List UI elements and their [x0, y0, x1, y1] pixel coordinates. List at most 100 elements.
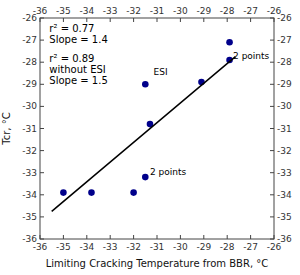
- y-tick-label: -29: [22, 79, 37, 89]
- y-tick-label-right: -33: [277, 168, 292, 178]
- annotation: 2 points: [150, 167, 187, 177]
- annotation: 2 points: [233, 51, 270, 61]
- x-tick: [133, 235, 134, 239]
- x-tick-label-top: -28: [220, 6, 235, 16]
- x-tick-label: -30: [173, 242, 188, 252]
- y-tick-label: -31: [22, 124, 37, 134]
- x-tick: [40, 235, 41, 239]
- y-tick-label: -32: [22, 146, 37, 156]
- y-tick-label: -30: [22, 101, 37, 111]
- annotation-line: without ESI: [49, 64, 105, 75]
- x-tick-label-top: -30: [173, 6, 188, 16]
- annotation-line: Slope = 1.4: [49, 34, 107, 45]
- scatter-point: [142, 81, 149, 88]
- x-tick-top: [227, 18, 228, 22]
- x-tick-label-top: -35: [56, 6, 71, 16]
- x-tick: [110, 235, 111, 239]
- y-tick-label-right: -28: [277, 57, 292, 67]
- x-tick-top: [133, 18, 134, 22]
- y-tick-right: [270, 40, 274, 41]
- scatter-point: [226, 39, 233, 46]
- y-tick-right: [270, 216, 274, 217]
- x-tick: [227, 235, 228, 239]
- x-tick-label-top: -29: [196, 6, 211, 16]
- y-tick-right: [270, 62, 274, 63]
- y-tick-label-right: -36: [277, 234, 292, 244]
- y-tick-right: [270, 150, 274, 151]
- y-tick-label-right: -34: [277, 190, 292, 200]
- y-tick-label: -33: [22, 168, 37, 178]
- y-tick: [40, 172, 44, 173]
- x-tick-label: -35: [56, 242, 71, 252]
- plot-frame: [40, 18, 274, 239]
- y-tick-label-right: -26: [277, 13, 292, 23]
- x-tick-top: [63, 18, 64, 22]
- x-tick-label-top: -34: [79, 6, 94, 16]
- scatter-point: [60, 189, 67, 196]
- annotation-line: r² = 0.89: [49, 53, 94, 64]
- y-tick-right: [270, 128, 274, 129]
- y-tick-label-right: -29: [277, 79, 292, 89]
- x-tick-label-top: -32: [126, 6, 141, 16]
- x-tick-top: [274, 18, 275, 22]
- x-axis-label: Limiting Cracking Temperature from BBR, …: [46, 258, 269, 269]
- y-axis-label: Tcr, °C: [1, 112, 12, 145]
- x-tick-top: [250, 18, 251, 22]
- y-tick-label: -28: [22, 57, 37, 67]
- x-tick-top: [40, 18, 41, 22]
- y-tick: [40, 18, 44, 19]
- x-tick-label-top: -27: [243, 6, 258, 16]
- x-tick-label-top: -31: [150, 6, 165, 16]
- y-tick: [40, 216, 44, 217]
- y-tick-label: -27: [22, 35, 37, 45]
- stats-annotation: r² = 0.89without ESISlope = 1.5: [49, 53, 107, 86]
- stats-annotation: r² = 0.77Slope = 1.4: [49, 23, 107, 45]
- scatter-point: [88, 189, 95, 196]
- annotation: ESI: [153, 67, 167, 77]
- annotation-line: Slope = 1.5: [49, 75, 107, 86]
- scatter-point: [142, 174, 149, 181]
- x-tick-label: -32: [126, 242, 141, 252]
- y-tick: [40, 194, 44, 195]
- x-tick-label-top: -33: [103, 6, 118, 16]
- x-tick-top: [157, 18, 158, 22]
- y-tick-right: [270, 84, 274, 85]
- y-tick-right: [270, 106, 274, 107]
- y-tick-right: [270, 239, 274, 240]
- y-tick-label-right: -27: [277, 35, 292, 45]
- x-tick-top: [110, 18, 111, 22]
- y-tick-label-right: -31: [277, 124, 292, 134]
- y-tick: [40, 84, 44, 85]
- y-tick: [40, 128, 44, 129]
- y-tick-label-right: -35: [277, 212, 292, 222]
- x-tick: [274, 235, 275, 239]
- x-tick-label: -28: [220, 242, 235, 252]
- y-tick-label: -36: [22, 234, 37, 244]
- x-tick-top: [86, 18, 87, 22]
- scatter-point: [130, 189, 137, 196]
- x-tick: [250, 235, 251, 239]
- x-tick: [63, 235, 64, 239]
- y-tick-label: -35: [22, 212, 37, 222]
- x-tick-label: -31: [150, 242, 165, 252]
- x-tick: [157, 235, 158, 239]
- x-tick-label: -29: [196, 242, 211, 252]
- y-tick-right: [270, 172, 274, 173]
- x-tick-top: [203, 18, 204, 22]
- y-tick: [40, 150, 44, 151]
- x-tick: [203, 235, 204, 239]
- y-tick-label-right: -32: [277, 146, 292, 156]
- x-tick-top: [180, 18, 181, 22]
- x-tick-label: -27: [243, 242, 258, 252]
- y-tick-right: [270, 194, 274, 195]
- x-tick: [86, 235, 87, 239]
- annotation-line: r² = 0.77: [49, 23, 94, 34]
- y-tick: [40, 62, 44, 63]
- x-tick: [180, 235, 181, 239]
- y-tick-label: -26: [22, 13, 37, 23]
- y-tick-label: -34: [22, 190, 37, 200]
- y-tick-right: [270, 18, 274, 19]
- y-tick: [40, 106, 44, 107]
- y-tick: [40, 40, 44, 41]
- y-tick: [40, 239, 44, 240]
